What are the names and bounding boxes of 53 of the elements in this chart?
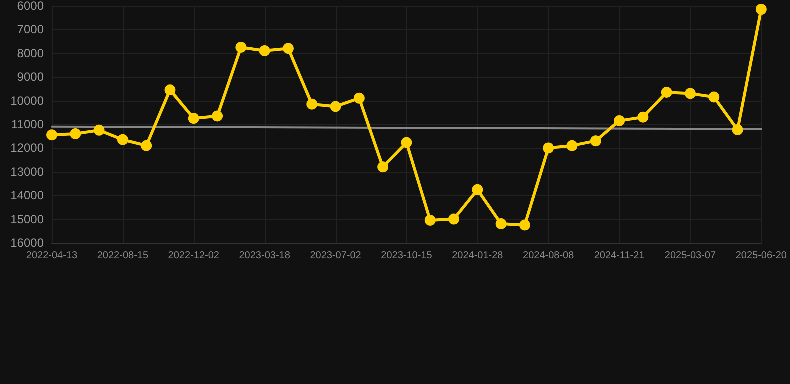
x-tick-label: 2022-08-15 [97, 250, 149, 262]
x-tick-label: 2025-06-20 [736, 250, 788, 262]
x-tick-label: 2023-10-15 [381, 250, 433, 262]
y-tick-label: 10000 [10, 94, 44, 108]
point [496, 218, 507, 230]
point [94, 124, 105, 136]
point [566, 140, 578, 152]
point [141, 140, 152, 152]
point [259, 46, 270, 57]
point [164, 84, 176, 96]
point [378, 162, 389, 173]
point [354, 92, 365, 104]
point [756, 4, 767, 16]
point [708, 92, 720, 103]
y-tick-label: 12000 [10, 141, 44, 156]
y-tick-label: 16000 [10, 236, 44, 250]
point [282, 43, 294, 54]
point [638, 112, 649, 123]
x-tick-label: 2023-03-18 [239, 250, 291, 262]
point [424, 214, 436, 226]
point [401, 137, 412, 148]
x-tick-label: 2025-03-07 [664, 250, 716, 262]
point [614, 115, 626, 126]
y-tick-label: 14000 [10, 188, 44, 203]
point [543, 142, 554, 154]
point [188, 113, 200, 124]
x-tick-label: 2024-01-28 [452, 250, 504, 262]
point [519, 220, 530, 231]
y-tick-label: 9000 [17, 70, 44, 84]
x-tick-label: 2022-12-02 [168, 250, 220, 262]
x-tick-label: 2024-08-08 [523, 250, 575, 262]
point [117, 134, 128, 146]
point [306, 98, 318, 110]
y-tick-label: 13000 [10, 164, 44, 179]
point [684, 88, 696, 100]
point [472, 184, 484, 196]
point [70, 128, 82, 140]
point [590, 136, 602, 147]
x-tick-label: 2024-11-21 [594, 250, 646, 262]
point [330, 101, 342, 112]
point [448, 214, 460, 225]
x-tick-label: 2023-07-02 [310, 250, 362, 262]
y-tick-label: 6000 [17, 0, 44, 13]
y-tick-label: 7000 [17, 22, 44, 37]
y-tick-label: 8000 [17, 46, 44, 60]
x-tick-label: 2022-04-13 [26, 250, 78, 262]
point [732, 124, 744, 136]
y-tick-label: 11000 [12, 118, 44, 132]
point [46, 130, 58, 141]
point [236, 42, 247, 53]
point [661, 87, 672, 98]
point [212, 110, 224, 122]
y-tick-label: 15000 [10, 212, 44, 226]
